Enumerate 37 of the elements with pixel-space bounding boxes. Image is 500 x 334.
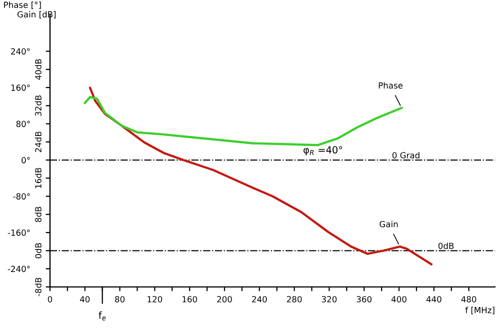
x-tick-label: 80 [115, 296, 125, 302]
x-tick-label: 240 [252, 296, 267, 302]
annotation: φ$_{R}$ =40° [304, 146, 342, 156]
x-tick-label: 480 [461, 296, 476, 302]
x-tick-label: 40 [80, 296, 90, 302]
x-axis-title: f [MHz] [465, 306, 494, 314]
y2-axis-title: Phase [°] [4, 2, 41, 9]
x-tick-label: 400 [391, 296, 406, 302]
ref-line-label: 0 Grad [392, 152, 420, 158]
x-tick-label: 440 [426, 296, 442, 302]
y-tick-label: 24dB [34, 132, 42, 152]
y-tick-label: 32dB [34, 95, 42, 116]
y2-tick-label: 240° [11, 48, 30, 55]
y2-tick-label: 80° [16, 120, 30, 128]
x-tick-label: 120 [148, 296, 162, 302]
x-tick-label: 360 [356, 296, 372, 302]
y2-tick-label: -240° [8, 266, 30, 272]
y2-tick-label: -160° [8, 230, 30, 236]
y-tick-label: -8dB [34, 278, 42, 296]
x-tick-label: 200 [217, 296, 232, 302]
annotation: f$_{e}$ [98, 311, 106, 320]
y-tick-label: 0dB [34, 243, 42, 258]
y2-tick-label: 0° [22, 157, 30, 164]
x-tick-label: 0 [48, 296, 52, 302]
line-series [84, 96, 403, 146]
y2-tick-label: 160° [11, 84, 30, 91]
y2-tick-label: -80° [13, 193, 30, 200]
text: Phase [378, 82, 403, 89]
y-tick-label: 16dB [34, 168, 42, 188]
ref-line-label: 0dB [438, 242, 454, 250]
y-tick-label: 8dB [34, 206, 42, 222]
y-tick-label: 40dB [34, 59, 42, 80]
text: Gain [380, 220, 398, 228]
y-axis-title: Gain [dB] [17, 11, 56, 18]
x-tick-label: 320 [322, 296, 337, 302]
x-tick-label: 280 [286, 296, 302, 302]
x-tick-label: 160 [182, 296, 198, 302]
